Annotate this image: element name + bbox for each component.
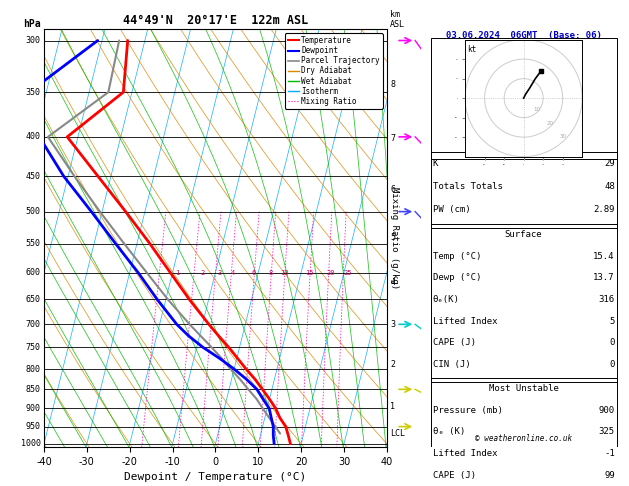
Text: 13.7: 13.7 <box>593 273 615 282</box>
Text: 3: 3 <box>390 320 395 329</box>
Legend: Temperature, Dewpoint, Parcel Trajectory, Dry Adiabat, Wet Adiabat, Isotherm, Mi: Temperature, Dewpoint, Parcel Trajectory… <box>284 33 383 109</box>
Text: 550: 550 <box>26 239 41 248</box>
Text: CAPE (J): CAPE (J) <box>433 338 476 347</box>
Text: 10: 10 <box>533 107 540 112</box>
Text: 500: 500 <box>26 207 41 216</box>
Text: 10: 10 <box>280 270 288 276</box>
Text: 4: 4 <box>230 270 235 276</box>
Text: Mixing Ratio (g/kg): Mixing Ratio (g/kg) <box>390 187 399 289</box>
Text: 99: 99 <box>604 471 615 480</box>
Text: 48: 48 <box>604 182 615 191</box>
Text: Totals Totals: Totals Totals <box>433 182 503 191</box>
Text: 8: 8 <box>390 80 395 89</box>
Text: 03.06.2024  06GMT  (Base: 06): 03.06.2024 06GMT (Base: 06) <box>446 31 601 40</box>
X-axis label: Dewpoint / Temperature (°C): Dewpoint / Temperature (°C) <box>125 472 306 483</box>
Text: 15.4: 15.4 <box>593 252 615 260</box>
Text: K: K <box>433 159 438 168</box>
Text: 1: 1 <box>175 270 179 276</box>
Text: PW (cm): PW (cm) <box>433 205 470 214</box>
Text: Dewp (°C): Dewp (°C) <box>433 273 481 282</box>
Text: θₑ (K): θₑ (K) <box>433 428 465 436</box>
Text: 800: 800 <box>26 364 41 374</box>
Text: 25: 25 <box>344 270 352 276</box>
Text: 1: 1 <box>390 402 395 411</box>
Text: 29: 29 <box>604 159 615 168</box>
Bar <box>430 37 617 159</box>
Text: 5: 5 <box>390 233 395 242</box>
Text: 0: 0 <box>610 338 615 347</box>
Text: 400: 400 <box>26 132 41 141</box>
Text: 2: 2 <box>201 270 204 276</box>
Text: Lifted Index: Lifted Index <box>433 317 497 326</box>
Text: 1000: 1000 <box>21 439 41 448</box>
Text: 15: 15 <box>306 270 314 276</box>
Text: 325: 325 <box>599 428 615 436</box>
Text: 3: 3 <box>218 270 222 276</box>
Text: 650: 650 <box>26 295 41 304</box>
Text: 350: 350 <box>26 87 41 97</box>
Text: Temp (°C): Temp (°C) <box>433 252 481 260</box>
Text: 300: 300 <box>26 36 41 45</box>
Text: 8: 8 <box>269 270 273 276</box>
Text: 850: 850 <box>26 385 41 394</box>
Text: 6: 6 <box>390 185 395 194</box>
Text: 20: 20 <box>327 270 335 276</box>
Text: 450: 450 <box>26 172 41 181</box>
Text: 4: 4 <box>390 278 395 287</box>
Text: 7: 7 <box>390 134 395 143</box>
Text: Surface: Surface <box>505 230 542 239</box>
Text: hPa: hPa <box>23 19 41 29</box>
Text: 750: 750 <box>26 343 41 352</box>
Text: 700: 700 <box>26 320 41 329</box>
Text: 30: 30 <box>560 134 567 139</box>
Bar <box>430 224 617 382</box>
Text: 2: 2 <box>390 360 395 369</box>
Text: 5: 5 <box>610 317 615 326</box>
Title: 44°49'N  20°17'E  122m ASL: 44°49'N 20°17'E 122m ASL <box>123 14 308 27</box>
Text: 0: 0 <box>610 360 615 369</box>
Text: CIN (J): CIN (J) <box>433 360 470 369</box>
Text: Most Unstable: Most Unstable <box>489 384 559 393</box>
Text: 600: 600 <box>26 268 41 277</box>
Text: 900: 900 <box>599 406 615 415</box>
Text: kt: kt <box>467 46 476 54</box>
Text: θₑ(K): θₑ(K) <box>433 295 459 304</box>
Text: 6: 6 <box>252 270 256 276</box>
Text: CAPE (J): CAPE (J) <box>433 471 476 480</box>
Text: 316: 316 <box>599 295 615 304</box>
Text: © weatheronline.co.uk: © weatheronline.co.uk <box>475 434 572 443</box>
Text: 900: 900 <box>26 404 41 413</box>
Bar <box>430 378 617 486</box>
Text: km
ASL: km ASL <box>390 10 405 29</box>
Text: LCL: LCL <box>390 429 405 438</box>
Text: 950: 950 <box>26 422 41 431</box>
Text: -1: -1 <box>604 449 615 458</box>
Bar <box>430 153 617 228</box>
Text: Pressure (mb): Pressure (mb) <box>433 406 503 415</box>
Text: 20: 20 <box>547 121 554 126</box>
Text: Lifted Index: Lifted Index <box>433 449 497 458</box>
Text: 2.89: 2.89 <box>593 205 615 214</box>
